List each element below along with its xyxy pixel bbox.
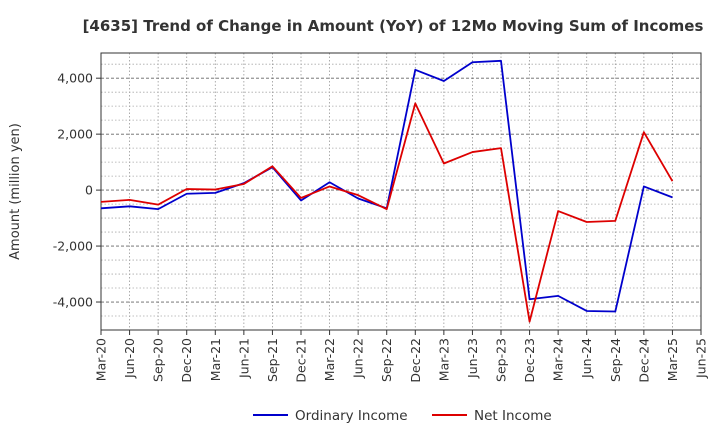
x-tick-label: Dec-22 — [408, 338, 423, 383]
x-tick-label: Dec-24 — [636, 338, 651, 383]
x-tick-label: Sep-21 — [265, 338, 280, 382]
x-tick-label: Dec-23 — [522, 338, 537, 383]
legend: Ordinary Income Net Income — [253, 408, 552, 424]
x-tick-label: Mar-24 — [551, 338, 566, 381]
x-tick-label: Jun-22 — [351, 338, 366, 379]
legend-label-ordinary-income: Ordinary Income — [295, 408, 408, 424]
x-tick-label: Mar-22 — [322, 338, 337, 381]
x-tick-label: Jun-20 — [122, 338, 137, 379]
x-tick-label: Sep-22 — [379, 338, 394, 382]
x-tick-label: Dec-20 — [179, 338, 194, 383]
y-ticks: -4,000 -2,000 0 2,000 4,000 — [53, 71, 101, 310]
y-axis-label: Amount (million yen) — [8, 123, 23, 260]
y-tick-label: -4,000 — [53, 295, 93, 310]
legend-label-net-income: Net Income — [474, 408, 552, 424]
x-tick-label: Mar-25 — [665, 338, 680, 381]
y-tick-label: 2,000 — [57, 127, 93, 142]
x-ticks: Mar-20 Jun-20 Sep-20 Dec-20 Mar-21 Jun-21 Sep-… — [94, 330, 709, 383]
chart-title: [4635] Trend of Change in Amount (YoY) o… — [83, 17, 704, 35]
x-tick-label: Mar-21 — [208, 338, 223, 381]
grid — [101, 53, 701, 330]
x-tick-label: Sep-20 — [151, 338, 166, 382]
x-tick-label: Dec-21 — [294, 338, 309, 383]
x-tick-label: Jun-21 — [236, 338, 251, 379]
y-tick-label: -2,000 — [53, 239, 93, 254]
x-tick-label: Jun-25 — [694, 338, 709, 379]
x-tick-label: Mar-20 — [94, 338, 109, 381]
y-tick-label: 0 — [85, 183, 93, 198]
y-tick-label: 4,000 — [57, 71, 93, 86]
x-tick-label: Jun-24 — [579, 338, 594, 379]
series-lines — [100, 59, 674, 323]
x-tick-label: Sep-23 — [494, 338, 509, 382]
x-tick-label: Mar-23 — [436, 338, 451, 381]
plot-frame — [100, 52, 702, 331]
x-tick-label: Sep-24 — [608, 338, 623, 382]
x-tick-label: Jun-23 — [465, 338, 480, 379]
series-line-net-income — [100, 102, 674, 323]
